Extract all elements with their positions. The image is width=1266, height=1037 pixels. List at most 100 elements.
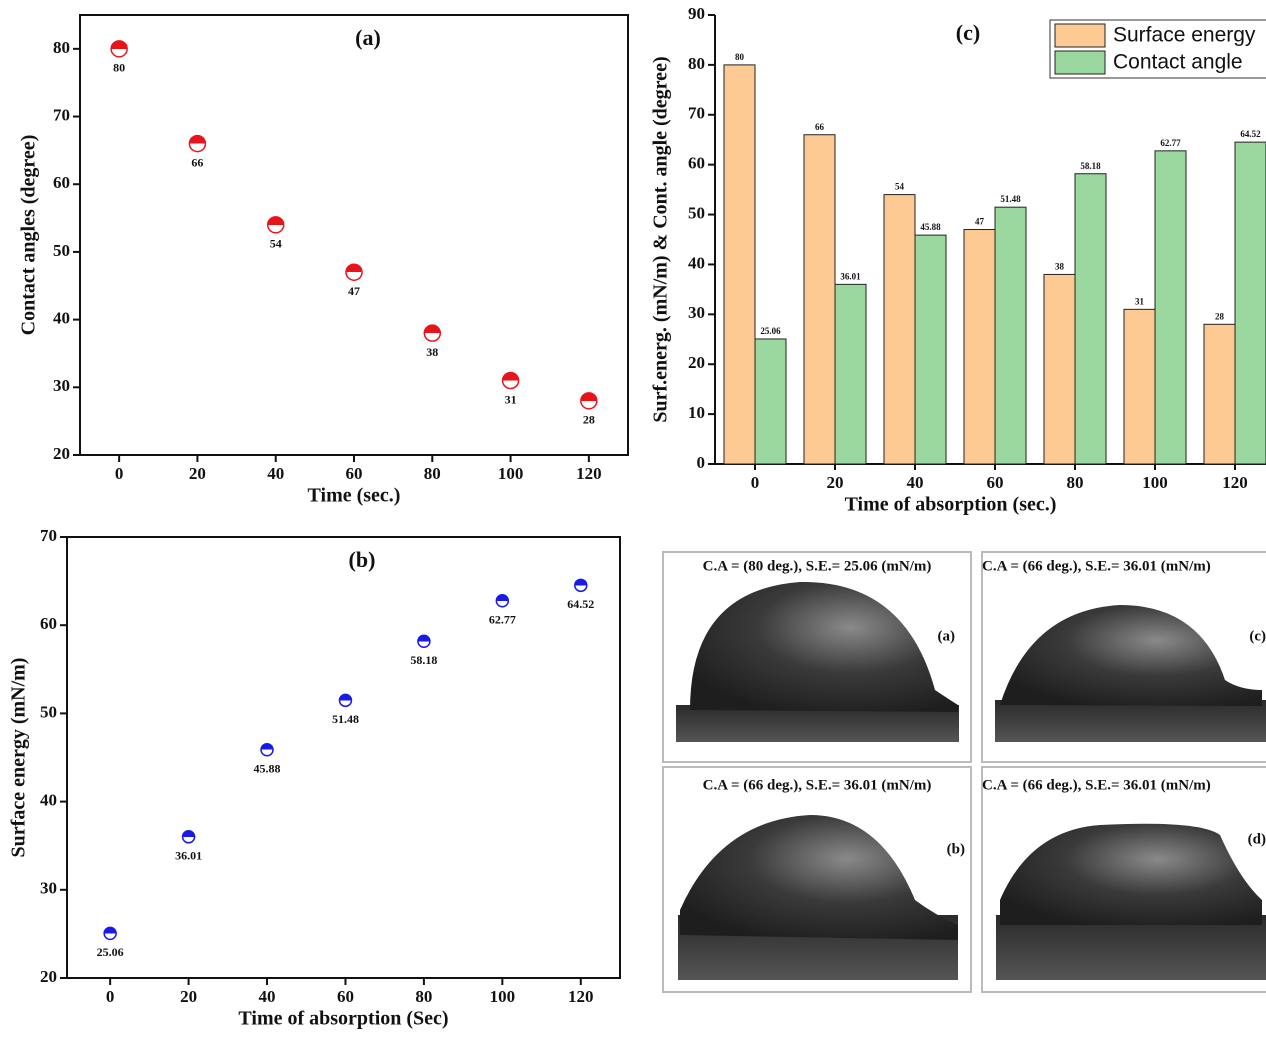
photo-panel: C.A = (80 deg.), S.E.= 25.06 (mN/m) (a) … bbox=[662, 551, 1266, 993]
x-tick-label: 60 bbox=[987, 473, 1004, 492]
x-tick-label: 80 bbox=[1067, 473, 1084, 492]
chart-title: (a) bbox=[355, 25, 381, 50]
value-label: 25.06 bbox=[97, 945, 124, 959]
y-tick-label: 30 bbox=[688, 303, 705, 322]
y-tick-label: 40 bbox=[40, 791, 57, 810]
photo-frame: C.A = (66 deg.), S.E.= 36.01 (mN/m) (c) bbox=[981, 551, 1266, 763]
plot-frame bbox=[66, 536, 621, 979]
bar bbox=[914, 234, 947, 465]
value-label: 38 bbox=[1055, 261, 1065, 271]
data-point bbox=[423, 324, 442, 342]
y-tick-label: 90 bbox=[688, 4, 705, 23]
x-tick-label: 40 bbox=[267, 464, 284, 483]
x-tick-label: 60 bbox=[337, 987, 354, 1006]
photo-label: (d) bbox=[1248, 831, 1266, 847]
value-label: 54 bbox=[895, 182, 905, 192]
substrate bbox=[995, 700, 1266, 742]
value-label: 54 bbox=[270, 237, 282, 251]
x-tick-label: 100 bbox=[1142, 473, 1168, 492]
y-tick-label: 50 bbox=[53, 241, 70, 260]
x-tick-label: 120 bbox=[568, 987, 594, 1006]
x-tick-label: 40 bbox=[259, 987, 276, 1006]
x-tick-label: 20 bbox=[189, 464, 206, 483]
photo-caption: C.A = (66 deg.), S.E.= 36.01 (mN/m) bbox=[703, 777, 932, 793]
legend-label: Contact angle bbox=[1113, 51, 1243, 74]
x-tick-label: 80 bbox=[415, 987, 432, 1006]
x-tick-label: 20 bbox=[827, 473, 844, 492]
data-point bbox=[103, 926, 117, 941]
bar bbox=[994, 206, 1027, 465]
y-axis-label: Surface energy (mN/m) bbox=[8, 658, 30, 858]
value-label: 28 bbox=[583, 413, 595, 427]
y-tick-label: 30 bbox=[40, 879, 57, 898]
data-point bbox=[580, 392, 598, 410]
value-label: 66 bbox=[191, 155, 203, 169]
y-tick-label: 70 bbox=[40, 526, 57, 545]
droplet bbox=[680, 815, 958, 940]
y-axis-label: Surf.energ. (mN/m) & Cont. angle (degree… bbox=[650, 56, 672, 422]
legend-label: Surface energy bbox=[1113, 24, 1256, 47]
value-label: 47 bbox=[975, 217, 985, 227]
y-tick-label: 20 bbox=[688, 353, 705, 372]
value-label: 62.77 bbox=[489, 613, 516, 627]
bar bbox=[1074, 173, 1107, 465]
value-label: 64.52 bbox=[567, 597, 594, 611]
chart-title: (c) bbox=[956, 20, 980, 45]
value-label: 58.18 bbox=[410, 653, 437, 667]
value-label: 51.48 bbox=[1000, 194, 1021, 204]
photo-frame: C.A = (66 deg.), S.E.= 36.01 (mN/m) (b) bbox=[662, 766, 972, 993]
plot-frame bbox=[79, 14, 629, 456]
y-tick-label: 60 bbox=[40, 614, 57, 633]
photo-label: (c) bbox=[1249, 628, 1266, 644]
bar bbox=[834, 283, 867, 465]
value-label: 25.06 bbox=[760, 326, 781, 336]
data-point bbox=[110, 40, 128, 58]
bar bbox=[723, 64, 756, 465]
value-label: 36.01 bbox=[175, 849, 202, 863]
value-label: 28 bbox=[1215, 311, 1225, 321]
data-point bbox=[345, 263, 363, 281]
value-label: 58.18 bbox=[1080, 161, 1101, 171]
data-point bbox=[266, 216, 285, 234]
value-label: 80 bbox=[113, 61, 125, 75]
x-tick-label: 100 bbox=[490, 987, 516, 1006]
y-tick-label: 30 bbox=[53, 376, 70, 395]
bar bbox=[883, 194, 916, 465]
y-tick-label: 60 bbox=[688, 154, 705, 173]
y-tick-label: 20 bbox=[53, 444, 70, 463]
y-tick-label: 80 bbox=[53, 38, 70, 57]
legend-swatch bbox=[1054, 50, 1106, 75]
y-tick-label: 20 bbox=[40, 967, 57, 986]
x-tick-label: 0 bbox=[106, 987, 115, 1006]
y-tick-label: 40 bbox=[688, 253, 705, 272]
x-tick-label: 120 bbox=[1222, 473, 1248, 492]
y-tick-label: 50 bbox=[688, 203, 705, 222]
bar bbox=[803, 134, 836, 465]
data-point bbox=[574, 578, 588, 593]
value-label: 64.52 bbox=[1240, 129, 1261, 139]
photo-label: (b) bbox=[947, 841, 965, 857]
x-tick-label: 40 bbox=[907, 473, 924, 492]
bar bbox=[754, 338, 787, 465]
x-axis-label: Time (sec.) bbox=[308, 485, 401, 507]
x-tick-label: 120 bbox=[576, 464, 602, 483]
y-axis-label: Contact angles (degree) bbox=[18, 135, 40, 336]
substrate bbox=[996, 915, 1266, 980]
x-tick-label: 80 bbox=[424, 464, 441, 483]
y-tick-label: 40 bbox=[53, 309, 70, 328]
data-point bbox=[260, 742, 274, 757]
photo-frame: C.A = (66 deg.), S.E.= 36.01 (mN/m) (d) bbox=[981, 766, 1266, 993]
bar bbox=[1234, 141, 1266, 465]
y-tick-label: 10 bbox=[688, 403, 705, 422]
x-tick-label: 0 bbox=[115, 464, 124, 483]
x-tick-label: 100 bbox=[498, 464, 524, 483]
value-label: 38 bbox=[426, 345, 438, 359]
x-axis-label: Time of absorption (Sec) bbox=[238, 1008, 448, 1030]
value-label: 31 bbox=[505, 392, 517, 406]
y-tick-label: 70 bbox=[53, 105, 70, 124]
y-tick-label: 80 bbox=[688, 54, 705, 73]
bar bbox=[1043, 273, 1076, 465]
value-label: 51.48 bbox=[332, 712, 359, 726]
x-tick-label: 60 bbox=[346, 464, 363, 483]
photo-label: (a) bbox=[938, 628, 956, 644]
